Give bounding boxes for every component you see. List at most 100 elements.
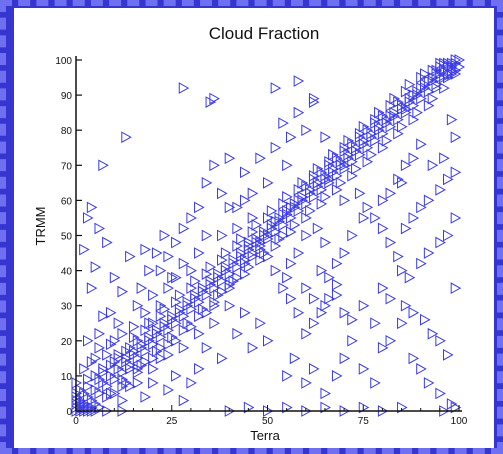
data-point bbox=[301, 180, 312, 193]
data-point bbox=[213, 268, 224, 280]
data-point bbox=[450, 282, 462, 294]
data-point bbox=[285, 292, 297, 305]
data-point bbox=[217, 275, 228, 287]
data-point bbox=[232, 240, 243, 252]
data-point bbox=[347, 138, 358, 151]
data-point bbox=[404, 271, 416, 284]
data-point bbox=[232, 261, 243, 273]
data-point bbox=[201, 341, 213, 354]
data-point bbox=[159, 303, 171, 316]
data-point bbox=[171, 334, 182, 347]
data-point bbox=[381, 134, 393, 147]
data-point bbox=[217, 285, 228, 298]
data-point bbox=[435, 71, 446, 84]
data-point bbox=[305, 205, 316, 217]
data-point bbox=[278, 282, 289, 294]
data-point bbox=[228, 254, 240, 266]
data-point bbox=[121, 377, 132, 389]
data-point bbox=[278, 219, 289, 231]
data-point bbox=[140, 356, 151, 368]
y-tick-label: 0 bbox=[66, 407, 72, 418]
data-point bbox=[255, 317, 266, 330]
data-point bbox=[263, 177, 274, 189]
data-point bbox=[197, 282, 209, 294]
data-point bbox=[186, 377, 197, 389]
data-point bbox=[144, 331, 155, 344]
data-point bbox=[224, 299, 236, 312]
data-point bbox=[136, 338, 148, 351]
data-point bbox=[331, 289, 343, 302]
data-point bbox=[132, 334, 144, 347]
data-point bbox=[331, 278, 343, 291]
data-point bbox=[94, 327, 106, 340]
data-point bbox=[205, 96, 217, 108]
data-point bbox=[358, 120, 370, 133]
data-point bbox=[301, 229, 312, 242]
data-point bbox=[217, 229, 228, 242]
data-point bbox=[259, 226, 270, 238]
data-point bbox=[335, 177, 347, 189]
data-point bbox=[201, 177, 213, 189]
data-point bbox=[144, 264, 155, 277]
x-tick-label: 100 bbox=[451, 416, 468, 427]
data-point bbox=[140, 243, 151, 256]
data-point bbox=[232, 271, 243, 284]
data-point bbox=[435, 387, 446, 400]
data-point bbox=[186, 282, 197, 294]
data-point bbox=[121, 352, 132, 365]
y-tick-label: 70 bbox=[61, 161, 73, 172]
data-point bbox=[450, 401, 462, 414]
data-point bbox=[308, 292, 320, 305]
data-point bbox=[98, 310, 109, 323]
data-point bbox=[289, 219, 301, 231]
data-point bbox=[117, 366, 128, 379]
data-point bbox=[420, 78, 431, 91]
data-point bbox=[431, 82, 443, 94]
scatter-chart: Cloud Fraction 0 10 20 30 40 50 60 70 80 90 100 0 25… bbox=[33, 24, 468, 443]
data-point bbox=[148, 377, 159, 389]
data-point bbox=[102, 391, 113, 403]
data-point bbox=[439, 82, 450, 94]
data-point bbox=[320, 299, 331, 312]
data-point bbox=[102, 348, 113, 361]
data-point bbox=[328, 162, 339, 175]
data-point bbox=[397, 99, 408, 112]
data-point bbox=[90, 352, 102, 365]
data-point bbox=[151, 247, 163, 259]
x-tick-label: 0 bbox=[73, 416, 79, 427]
data-point bbox=[201, 229, 213, 242]
data-point bbox=[416, 138, 427, 151]
data-point bbox=[331, 370, 343, 382]
data-point bbox=[370, 134, 381, 147]
data-point bbox=[117, 394, 128, 407]
data-point bbox=[423, 75, 435, 87]
data-point bbox=[155, 341, 167, 354]
data-point bbox=[423, 194, 435, 207]
data-point bbox=[362, 155, 374, 168]
data-point bbox=[385, 120, 397, 133]
data-points bbox=[71, 54, 466, 417]
data-point bbox=[205, 275, 217, 287]
data-point bbox=[98, 377, 109, 389]
data-point bbox=[423, 99, 435, 112]
data-point bbox=[109, 334, 121, 347]
data-point bbox=[113, 317, 125, 330]
data-point bbox=[182, 317, 194, 330]
data-point bbox=[209, 159, 220, 172]
data-point bbox=[377, 222, 389, 235]
data-point bbox=[400, 159, 412, 172]
data-point bbox=[305, 184, 316, 196]
data-point bbox=[370, 212, 381, 224]
data-point bbox=[320, 131, 331, 144]
data-point bbox=[416, 363, 427, 375]
data-point bbox=[312, 177, 324, 189]
data-point bbox=[389, 106, 400, 119]
data-point bbox=[148, 289, 159, 302]
data-point bbox=[316, 198, 328, 210]
data-point bbox=[79, 398, 90, 410]
data-point bbox=[217, 352, 228, 365]
data-point bbox=[301, 327, 312, 340]
y-tick-label: 90 bbox=[61, 91, 73, 102]
data-point bbox=[182, 296, 194, 309]
data-point bbox=[339, 306, 351, 319]
